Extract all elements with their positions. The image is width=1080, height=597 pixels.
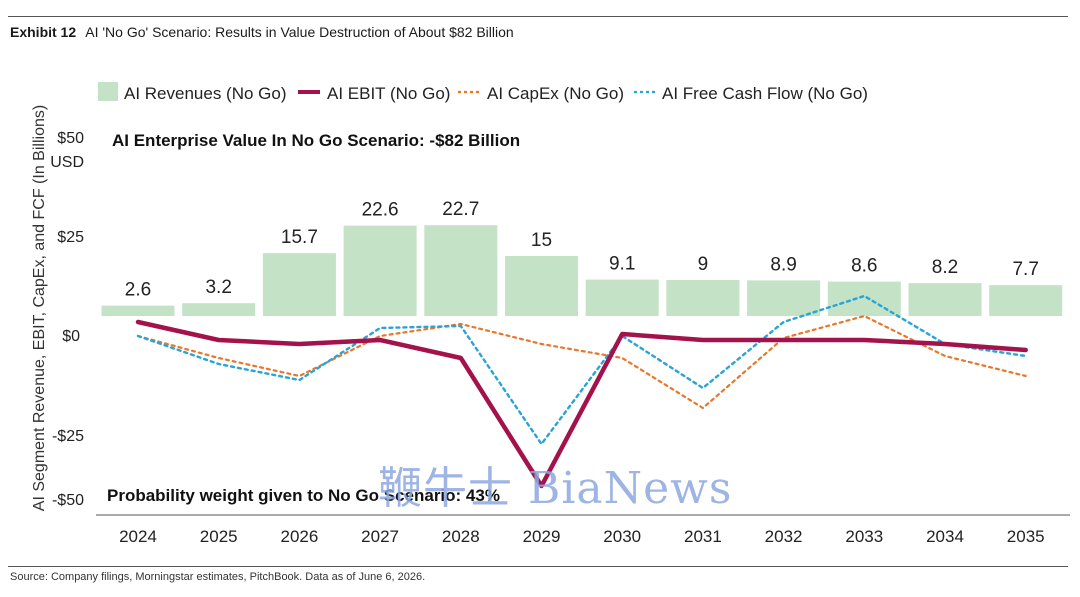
y-tick-label-50: $50 — [57, 130, 84, 147]
bar-labels: 2.6 3.2 15.7 22.6 22.7 15 9.1 9 8.9 8.6 8.2 7.7 — [125, 199, 1039, 300]
top-rule — [8, 16, 1068, 17]
bar-label-2024: 2.6 — [125, 280, 151, 301]
bar-revenue-2033 — [827, 281, 901, 316]
x-tick-label-2025: 2025 — [200, 527, 238, 546]
bar-label-2035: 7.7 — [1012, 259, 1038, 280]
source-note: Source: Company filings, Morningstar est… — [10, 571, 426, 583]
legend-item-fcf: AI Free Cash Flow (No Go) — [634, 84, 868, 103]
bottom-rule — [8, 566, 1068, 567]
bar-revenue-2032 — [747, 280, 821, 316]
x-tick-label-2030: 2030 — [603, 527, 641, 546]
bar-revenue-2035 — [989, 285, 1063, 316]
bar-label-2033: 8.6 — [851, 256, 877, 277]
line-fcf — [136, 294, 1027, 446]
x-axis: 2024 2025 2026 2027 2028 2029 2030 2031 2032 2033… — [119, 527, 1045, 546]
exhibit-number: Exhibit 12 — [10, 24, 77, 40]
annotation-enterprise-value: AI Enterprise Value In No Go Scenario: -… — [112, 131, 520, 150]
bar-revenue-2028 — [424, 225, 498, 316]
x-tick-label-2028: 2028 — [442, 527, 480, 546]
bar-revenue-2029 — [505, 256, 578, 316]
x-tick-label-2031: 2031 — [684, 527, 722, 546]
chart: AI Revenues (No Go) AI EBIT (No Go) AI C… — [31, 82, 1070, 546]
y-axis-unit: USD — [50, 154, 84, 171]
bar-revenue-2026 — [262, 253, 336, 316]
bar-revenue-2034 — [908, 283, 982, 316]
x-tick-label-2032: 2032 — [765, 527, 803, 546]
y-axis-title: AI Segment Revenue, EBIT, CapEx, and FCF… — [31, 105, 48, 511]
bar-label-2029: 15 — [531, 230, 552, 251]
exhibit-header: Exhibit 12 AI 'No Go' Scenario: Results … — [10, 24, 514, 40]
bar-label-2026: 15.7 — [281, 227, 318, 248]
x-tick-label-2034: 2034 — [926, 527, 964, 546]
legend-label-revenue: AI Revenues (No Go) — [124, 84, 287, 103]
bar-revenue-2027 — [343, 225, 417, 316]
x-tick-label-2027: 2027 — [361, 527, 399, 546]
bar-revenue-2025 — [182, 303, 256, 316]
line-series-group — [135, 294, 1028, 489]
legend-item-revenue: AI Revenues (No Go) — [98, 82, 287, 103]
y-tick-label-neg25: -$25 — [52, 428, 84, 445]
line-ebit — [135, 319, 1028, 489]
bar-revenue-2031 — [666, 280, 740, 316]
line-capex — [136, 314, 1027, 410]
legend-label-fcf: AI Free Cash Flow (No Go) — [662, 84, 868, 103]
legend-swatch-revenue — [98, 82, 118, 101]
bar-label-2031: 9 — [698, 254, 709, 275]
x-tick-label-2026: 2026 — [280, 527, 318, 546]
bar-label-2032: 8.9 — [770, 254, 796, 275]
y-tick-label-neg50: -$50 — [52, 492, 84, 509]
bar-label-2030: 9.1 — [609, 254, 635, 275]
legend-label-capex: AI CapEx (No Go) — [487, 84, 624, 103]
bar-revenue-2024 — [101, 305, 175, 316]
x-tick-label-2024: 2024 — [119, 527, 157, 546]
y-axis: $50 USD $25 $0 -$25 -$50 — [50, 130, 84, 509]
legend-label-ebit: AI EBIT (No Go) — [327, 84, 450, 103]
bar-series-revenue — [101, 225, 1063, 316]
y-tick-label-25: $25 — [57, 229, 84, 246]
bar-label-2028: 22.7 — [442, 199, 479, 220]
legend-item-capex: AI CapEx (No Go) — [458, 84, 624, 103]
legend-item-ebit: AI EBIT (No Go) — [298, 84, 450, 103]
legend: AI Revenues (No Go) AI EBIT (No Go) AI C… — [98, 82, 868, 103]
watermark: 鞭牛士 BiaNews — [378, 463, 733, 514]
x-tick-label-2033: 2033 — [845, 527, 883, 546]
bar-label-2027: 22.6 — [362, 200, 399, 221]
bar-revenue-2030 — [585, 279, 659, 316]
bar-label-2034: 8.2 — [932, 257, 958, 278]
exhibit-title: AI 'No Go' Scenario: Results in Value De… — [85, 24, 514, 40]
annotation-probability: Probability weight given to No Go Scenar… — [107, 486, 500, 505]
bar-label-2025: 3.2 — [205, 277, 231, 298]
y-tick-label-0: $0 — [62, 328, 80, 345]
x-tick-label-2029: 2029 — [523, 527, 561, 546]
x-tick-label-2035: 2035 — [1007, 527, 1045, 546]
